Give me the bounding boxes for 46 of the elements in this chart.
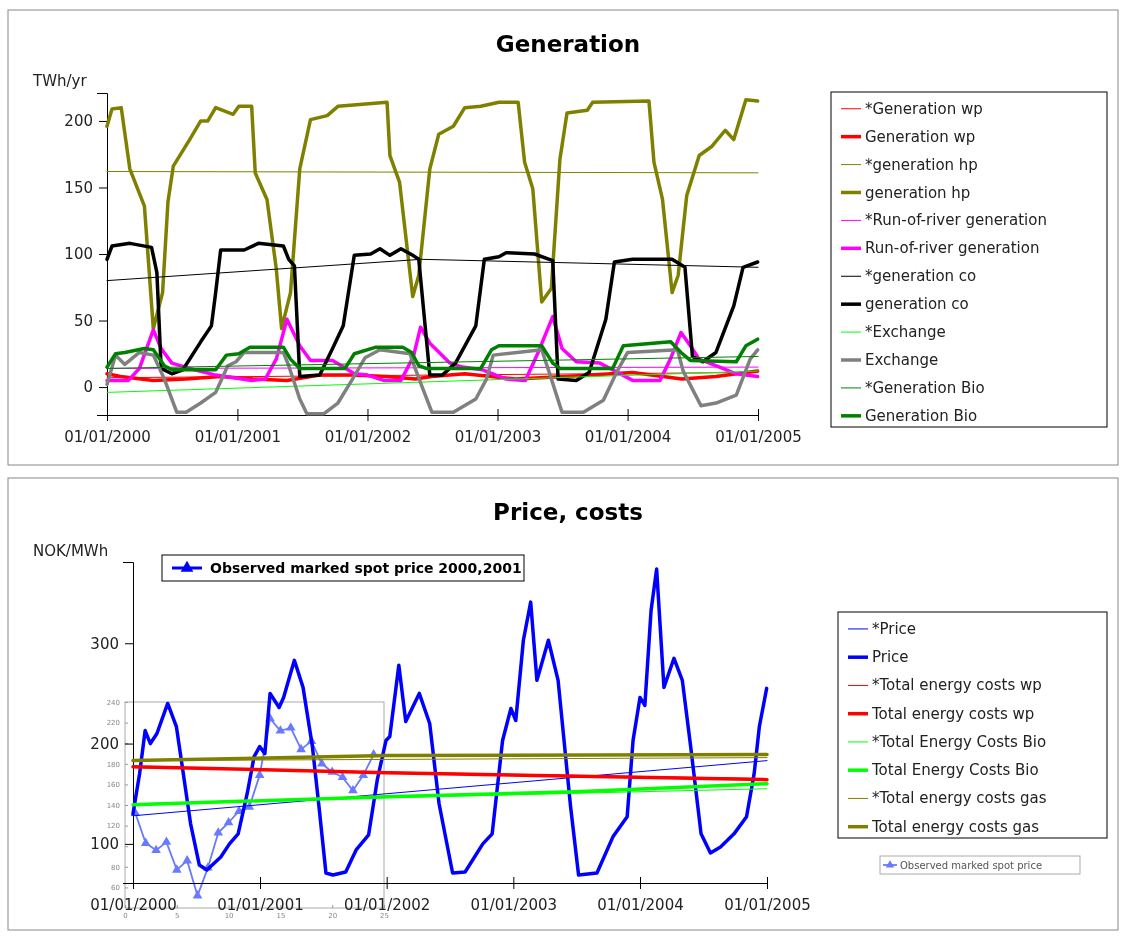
legend-label: *Generation Bio <box>865 378 985 397</box>
legend-label: *Total energy costs wp <box>872 676 1042 695</box>
legend-label: *Run-of-river generation <box>865 211 1047 230</box>
x-tick-label: 01/01/2001 <box>217 895 304 914</box>
legend-label: Exchange <box>865 351 939 369</box>
y-tick-label: 100 <box>90 835 119 854</box>
legend-label: *generation hp <box>865 155 978 174</box>
y-tick-label: 50 <box>73 311 93 330</box>
x-tick-label: 01/01/2003 <box>470 895 558 914</box>
x-tick-label: 01/01/2005 <box>715 427 802 446</box>
legend-label: generation hp <box>865 183 971 202</box>
x-tick-label: 01/01/2000 <box>90 895 177 914</box>
legend-label: Total energy costs wp <box>871 704 1035 723</box>
legend-label: Observed marked spot price <box>900 860 1043 871</box>
legend-label: Total Energy Costs Bio <box>871 761 1039 780</box>
annotation: Observed marked spot price 2000,2001 <box>210 560 522 576</box>
y-tick-label: 200 <box>90 734 119 753</box>
legend-label: *Generation wp <box>865 99 983 118</box>
legend-label: generation co <box>865 295 969 314</box>
x-tick-label: 01/01/2005 <box>724 895 811 914</box>
legend-label: Generation wp <box>865 127 976 146</box>
y-axis-title: TWh/yr <box>32 72 88 90</box>
y-tick-label: 300 <box>90 634 119 653</box>
x-tick-label: 01/01/2003 <box>454 427 542 446</box>
y-axis-title: NOK/MWh <box>33 542 109 560</box>
x-tick-label: 01/01/2004 <box>584 427 672 446</box>
legend-label: *Exchange <box>865 323 946 342</box>
chart-title: Price, costs <box>493 499 643 525</box>
y-tick-label: 150 <box>64 178 93 197</box>
x-tick-label: 01/01/2002 <box>324 427 412 446</box>
y-tick-label: 100 <box>64 245 93 264</box>
x-tick-label: 01/01/2002 <box>343 895 431 914</box>
y-tick-label: 0 <box>83 378 93 397</box>
x-tick-label: 01/01/2001 <box>194 427 282 446</box>
legend-label: *Total energy costs gas <box>872 789 1047 808</box>
y-tick-label: 200 <box>64 112 93 131</box>
legend-label: Run-of-river generation <box>865 239 1040 258</box>
chart-title: Generation <box>495 31 641 57</box>
legend-label: *Total Energy Costs Bio <box>872 732 1047 751</box>
legend-label: Total energy costs gas <box>871 817 1040 836</box>
x-tick-label: 01/01/2004 <box>597 895 684 914</box>
legend-label: Price <box>872 648 909 667</box>
legend-label: Generation Bio <box>865 406 978 425</box>
legend-label: *Price <box>872 619 917 638</box>
x-tick-label: 01/01/2000 <box>64 427 151 446</box>
legend-label: *generation co <box>865 267 977 286</box>
